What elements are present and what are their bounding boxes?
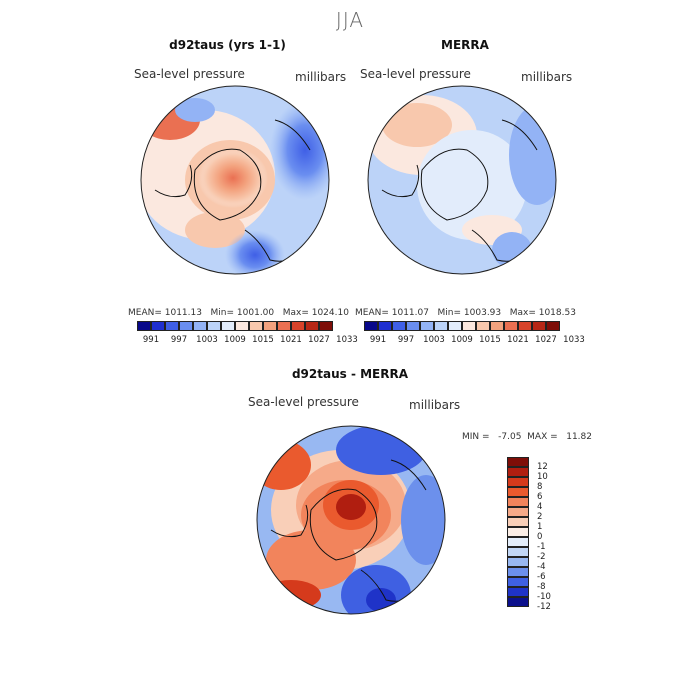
- obs-colorbar-ticks: 991 997 1003 1009 1015 1021 1027 1033: [364, 335, 585, 347]
- model-stats: MEAN= 1011.13 Min= 1001.00 Max= 1024.10: [128, 308, 349, 318]
- colorbar-tick-label: 997: [170, 335, 188, 345]
- colorbar-swatch: [546, 321, 560, 331]
- colorbar-swatch: [434, 321, 448, 331]
- colorbar-swatch: [507, 497, 529, 507]
- obs-colorbar: [364, 321, 560, 331]
- colorbar-tick-label: 1021: [280, 335, 302, 345]
- colorbar-tick-label: 1015: [479, 335, 501, 345]
- colorbar-swatch: [507, 517, 529, 527]
- colorbar-swatch: [507, 477, 529, 487]
- diff-polar-map: [256, 425, 446, 615]
- model-units-label: millibars: [295, 70, 347, 84]
- colorbar-swatch: [507, 457, 529, 467]
- colorbar-swatch: [406, 321, 420, 331]
- diff-colorbar-ticks: 12 10 8 6 4 2 1 0 -1 -2 -4 -6 -8 -10 -12: [537, 457, 567, 622]
- colorbar-tick-label: 2: [537, 512, 543, 522]
- colorbar-swatch: [305, 321, 319, 331]
- colorbar-swatch: [507, 577, 529, 587]
- colorbar-swatch: [507, 587, 529, 597]
- colorbar-swatch: [263, 321, 277, 331]
- colorbar-swatch: [462, 321, 476, 331]
- colorbar-swatch: [221, 321, 235, 331]
- obs-panel-title: MERRA: [441, 38, 489, 52]
- colorbar-tick-label: 10: [537, 472, 548, 482]
- model-polar-map: [140, 85, 330, 275]
- season-title: JJA: [335, 8, 365, 32]
- model-panel-title: d92taus (yrs 1-1): [169, 38, 286, 52]
- colorbar-swatch: [249, 321, 263, 331]
- colorbar-tick-label: -6: [537, 572, 546, 582]
- colorbar-swatch: [507, 547, 529, 557]
- colorbar-swatch: [207, 321, 221, 331]
- colorbar-tick-label: 991: [142, 335, 160, 345]
- colorbar-tick-label: 1021: [507, 335, 529, 345]
- colorbar-swatch: [137, 321, 151, 331]
- obs-units-label: millibars: [521, 70, 573, 84]
- colorbar-tick-label: 991: [369, 335, 387, 345]
- colorbar-swatch: [532, 321, 546, 331]
- colorbar-swatch: [319, 321, 333, 331]
- colorbar-swatch: [193, 321, 207, 331]
- model-colorbar: [137, 321, 333, 331]
- colorbar-swatch: [420, 321, 434, 331]
- colorbar-swatch: [392, 321, 406, 331]
- colorbar-swatch: [490, 321, 504, 331]
- colorbar-swatch: [507, 597, 529, 607]
- obs-stats: MEAN= 1011.07 Min= 1003.93 Max= 1018.53: [355, 308, 576, 318]
- colorbar-tick-label: 1003: [423, 335, 445, 345]
- colorbar-tick-label: 1027: [308, 335, 330, 345]
- model-variable-label: Sea-level pressure: [134, 67, 245, 81]
- colorbar-tick-label: 1009: [224, 335, 246, 345]
- diff-stats: MIN = -7.05 MAX = 11.82: [462, 432, 592, 442]
- colorbar-swatch: [507, 567, 529, 577]
- colorbar-swatch: [507, 507, 529, 517]
- colorbar-swatch: [507, 537, 529, 547]
- model-colorbar-ticks: 991 997 1003 1009 1015 1021 1027 1033: [137, 335, 358, 347]
- colorbar-tick-label: 4: [537, 502, 543, 512]
- colorbar-swatch: [448, 321, 462, 331]
- colorbar-swatch: [504, 321, 518, 331]
- colorbar-swatch: [235, 321, 249, 331]
- diff-variable-label: Sea-level pressure: [248, 395, 359, 409]
- colorbar-tick-label: 1015: [252, 335, 274, 345]
- colorbar-tick-label: 1003: [196, 335, 218, 345]
- colorbar-swatch: [364, 321, 378, 331]
- colorbar-tick-label: 997: [397, 335, 415, 345]
- colorbar-tick-label: 1033: [336, 335, 358, 345]
- colorbar-swatch: [179, 321, 193, 331]
- diff-units-label: millibars: [409, 398, 461, 412]
- colorbar-tick-label: 1033: [563, 335, 585, 345]
- diff-panel-title: d92taus - MERRA: [291, 367, 409, 381]
- colorbar-swatch: [507, 467, 529, 477]
- colorbar-swatch: [378, 321, 392, 331]
- colorbar-tick-label: 12: [537, 462, 548, 472]
- colorbar-tick-label: 8: [537, 482, 543, 492]
- colorbar-tick-label: 6: [537, 492, 543, 502]
- colorbar-swatch: [151, 321, 165, 331]
- colorbar-tick-label: -8: [537, 582, 546, 592]
- colorbar-swatch: [476, 321, 490, 331]
- colorbar-swatch: [507, 487, 529, 497]
- colorbar-swatch: [507, 527, 529, 537]
- obs-polar-map: [367, 85, 557, 275]
- colorbar-tick-label: -12: [537, 602, 551, 612]
- colorbar-swatch: [277, 321, 291, 331]
- colorbar-swatch: [518, 321, 532, 331]
- obs-variable-label: Sea-level pressure: [360, 67, 471, 81]
- colorbar-tick-label: 0: [537, 532, 543, 542]
- colorbar-tick-label: -2: [537, 552, 546, 562]
- colorbar-swatch: [165, 321, 179, 331]
- colorbar-tick-label: 1027: [535, 335, 557, 345]
- colorbar-tick-label: -10: [537, 592, 551, 602]
- colorbar-swatch: [291, 321, 305, 331]
- colorbar-swatch: [507, 557, 529, 567]
- colorbar-tick-label: 1: [537, 522, 543, 532]
- diff-colorbar: [507, 457, 529, 607]
- colorbar-tick-label: -4: [537, 562, 546, 572]
- colorbar-tick-label: -1: [537, 542, 546, 552]
- colorbar-tick-label: 1009: [451, 335, 473, 345]
